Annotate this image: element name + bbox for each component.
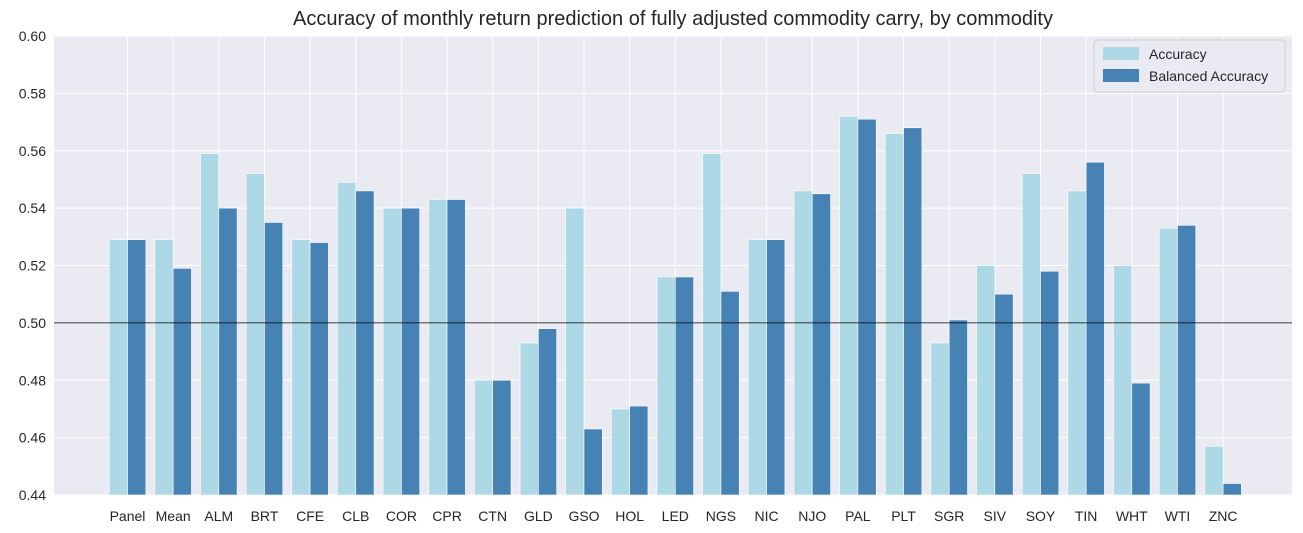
x-tick-label: WHT <box>1116 508 1148 524</box>
legend-label-accuracy: Accuracy <box>1149 46 1207 62</box>
x-tick-label: GLD <box>524 508 553 524</box>
bar-balanced-accuracy-njo <box>811 193 831 496</box>
bar-accuracy-znc <box>1204 445 1224 496</box>
y-tick-label: 0.60 <box>19 28 46 44</box>
x-tick-label: SIV <box>984 508 1007 524</box>
y-tick-label: 0.50 <box>19 315 46 331</box>
bar-accuracy-tin <box>1067 190 1087 496</box>
bar-accuracy-plt <box>884 133 904 496</box>
x-tick-label: BRT <box>251 508 279 524</box>
y-tick-label: 0.54 <box>19 200 46 216</box>
y-tick-label: 0.46 <box>19 430 46 446</box>
x-tick-label: ALM <box>204 508 233 524</box>
x-tick-label: CPR <box>432 508 462 524</box>
bar-balanced-accuracy-hol <box>629 405 649 496</box>
y-tick-label: 0.56 <box>19 143 46 159</box>
bars <box>108 116 1242 496</box>
legend-label-balanced-accuracy: Balanced Accuracy <box>1149 68 1268 84</box>
bar-accuracy-gld <box>519 342 539 496</box>
bar-accuracy-ctn <box>474 379 493 496</box>
bar-accuracy-cfe <box>291 239 311 496</box>
x-axis-ticks: Panel Mean ALM BRT CFE CLB COR CPR CTN GLD GSO HOL L… <box>110 508 1238 524</box>
bar-balanced-accuracy-gso <box>583 428 603 496</box>
bar-balanced-accuracy-gld <box>538 328 557 496</box>
bar-accuracy-wti <box>1158 227 1178 496</box>
bar-balanced-accuracy-pal <box>857 118 877 496</box>
bar-accuracy-hol <box>611 408 630 496</box>
x-tick-label: LED <box>662 508 689 524</box>
y-tick-label: 0.58 <box>19 85 46 101</box>
bar-balanced-accuracy-znc <box>1222 483 1242 496</box>
bar-balanced-accuracy-plt <box>903 127 923 496</box>
bar-accuracy-wht <box>1113 265 1133 496</box>
y-axis-ticks: 0.44 0.46 0.48 0.50 0.52 0.54 0.56 0.58 0.60 <box>19 28 46 503</box>
bar-balanced-accuracy-led <box>674 276 694 496</box>
x-tick-label: NGS <box>706 508 736 524</box>
bar-accuracy-brt <box>245 173 265 496</box>
x-tick-label: TIN <box>1075 508 1098 524</box>
bar-balanced-accuracy-cfe <box>309 242 329 496</box>
x-tick-label: COR <box>386 508 417 524</box>
bar-balanced-accuracy-wti <box>1177 225 1197 496</box>
bar-balanced-accuracy-clb <box>355 190 375 496</box>
x-tick-label: CTN <box>478 508 507 524</box>
y-tick-label: 0.44 <box>19 487 46 503</box>
bar-accuracy-gso <box>565 207 585 496</box>
bar-accuracy-sgr <box>930 342 950 496</box>
x-tick-label: ZNC <box>1209 508 1238 524</box>
bar-balanced-accuracy-panel <box>127 239 147 496</box>
bar-balanced-accuracy-wht <box>1131 382 1151 496</box>
bar-balanced-accuracy-soy <box>1040 270 1060 496</box>
x-tick-label: SOY <box>1026 508 1056 524</box>
legend: Accuracy Balanced Accuracy <box>1093 39 1286 93</box>
bar-accuracy-mean <box>154 239 174 496</box>
legend-box <box>1093 39 1286 93</box>
bar-accuracy-clb <box>337 182 357 496</box>
x-tick-label: Mean <box>156 508 191 524</box>
bar-balanced-accuracy-alm <box>218 207 238 496</box>
x-tick-label: NJO <box>798 508 826 524</box>
x-tick-label: PLT <box>891 508 916 524</box>
bar-balanced-accuracy-mean <box>172 268 192 496</box>
x-tick-label: CFE <box>296 508 324 524</box>
bar-balanced-accuracy-ctn <box>492 379 512 496</box>
bar-balanced-accuracy-cor <box>401 207 420 496</box>
legend-swatch-balanced-accuracy <box>1103 69 1139 82</box>
bar-accuracy-cor <box>382 207 402 496</box>
x-tick-label: WTI <box>1165 508 1191 524</box>
bar-balanced-accuracy-brt <box>264 222 284 496</box>
bar-balanced-accuracy-sgr <box>948 319 968 496</box>
x-tick-label: NIC <box>755 508 779 524</box>
bar-accuracy-soy <box>1021 173 1041 496</box>
x-tick-label: PAL <box>845 508 871 524</box>
bar-balanced-accuracy-ngs <box>720 291 740 496</box>
x-tick-label: CLB <box>342 508 369 524</box>
x-tick-label: SGR <box>934 508 964 524</box>
chart-title: Accuracy of monthly return prediction of… <box>293 8 1053 30</box>
x-tick-label: HOL <box>615 508 644 524</box>
x-tick-label: Panel <box>110 508 146 524</box>
legend-swatch-accuracy <box>1103 47 1139 60</box>
y-tick-label: 0.48 <box>19 372 46 388</box>
y-tick-label: 0.52 <box>19 258 46 274</box>
bar-balanced-accuracy-siv <box>994 293 1014 496</box>
bar-accuracy-nic <box>747 239 767 496</box>
bar-accuracy-ngs <box>702 153 722 496</box>
bar-accuracy-pal <box>839 116 859 496</box>
bar-accuracy-alm <box>200 153 220 496</box>
x-tick-label: GSO <box>568 508 599 524</box>
bar-accuracy-njo <box>793 190 813 496</box>
bar-accuracy-panel <box>108 239 128 496</box>
bar-balanced-accuracy-nic <box>766 239 786 496</box>
bar-balanced-accuracy-tin <box>1085 161 1105 496</box>
bar-accuracy-led <box>656 276 676 496</box>
bar-accuracy-cpr <box>428 199 448 496</box>
bar-balanced-accuracy-cpr <box>446 199 466 496</box>
bar-accuracy-siv <box>976 265 996 496</box>
